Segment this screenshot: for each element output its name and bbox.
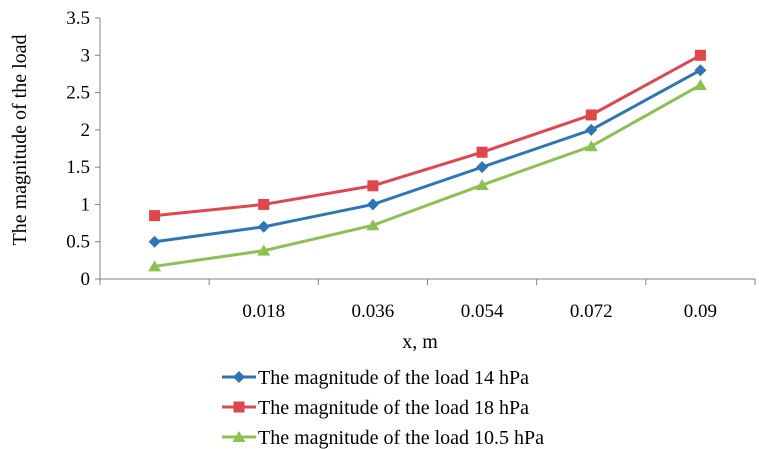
legend-marker	[233, 401, 245, 413]
legend: The magnitude of the load 14 hPa The magn…	[222, 367, 544, 449]
data-point	[148, 235, 161, 248]
data-point	[257, 244, 271, 256]
legend-label: The magnitude of the load 18 hPa	[258, 397, 529, 419]
data-point	[693, 79, 707, 91]
data-point	[367, 180, 379, 192]
y-tick-label: 3	[81, 45, 91, 66]
data-point	[694, 49, 706, 61]
x-tick-label: 0.054	[461, 301, 504, 322]
legend-marker	[232, 431, 246, 442]
series-line	[154, 83, 702, 268]
legend-item-3: The magnitude of the load 10.5 hPa	[222, 427, 544, 449]
legend-marker	[233, 371, 245, 383]
data-point	[585, 109, 597, 121]
data-point	[584, 140, 598, 152]
x-axis-title: x, m	[402, 331, 438, 353]
series-line	[154, 68, 702, 244]
series-layer	[148, 49, 707, 272]
legend-label: The magnitude of the load 10.5 hPa	[258, 427, 544, 449]
y-tick-label: 0.5	[66, 232, 90, 253]
data-point	[475, 179, 489, 191]
data-point	[694, 64, 707, 77]
y-tick-label: 0	[81, 269, 91, 290]
series-1	[148, 64, 707, 248]
legend-item-2: The magnitude of the load 18 hPa	[222, 397, 529, 419]
y-tick-label: 2.5	[66, 83, 90, 104]
x-tick-label: 0.072	[570, 301, 613, 322]
data-point	[585, 123, 598, 136]
data-point	[366, 198, 379, 211]
series-3	[148, 79, 707, 272]
series-2	[149, 49, 706, 222]
legend-item-1: The magnitude of the load 14 hPa	[222, 367, 529, 389]
data-point	[258, 198, 270, 210]
legend-label: The magnitude of the load 14 hPa	[258, 367, 529, 389]
data-point	[149, 210, 161, 222]
axes: 0 0.5 1 1.5 2 2.5 3 3.5 0.018 0.036 0.054 0.072 0.09	[66, 8, 756, 322]
y-tick-label: 1.5	[66, 157, 90, 178]
series-line	[154, 53, 702, 218]
y-tick-label: 2	[81, 120, 91, 141]
y-tick-label: 3.5	[66, 8, 90, 29]
y-tick-label: 1	[81, 194, 91, 215]
y-axis-title: The magnitude of the load	[9, 34, 31, 245]
data-point	[366, 219, 380, 231]
x-tick-label: 0.036	[352, 301, 395, 322]
x-tick-label: 0.09	[684, 301, 717, 322]
data-point	[476, 146, 488, 158]
data-point	[257, 220, 270, 233]
x-tick-label: 0.018	[242, 301, 285, 322]
data-point	[476, 161, 489, 174]
data-point	[148, 260, 162, 272]
